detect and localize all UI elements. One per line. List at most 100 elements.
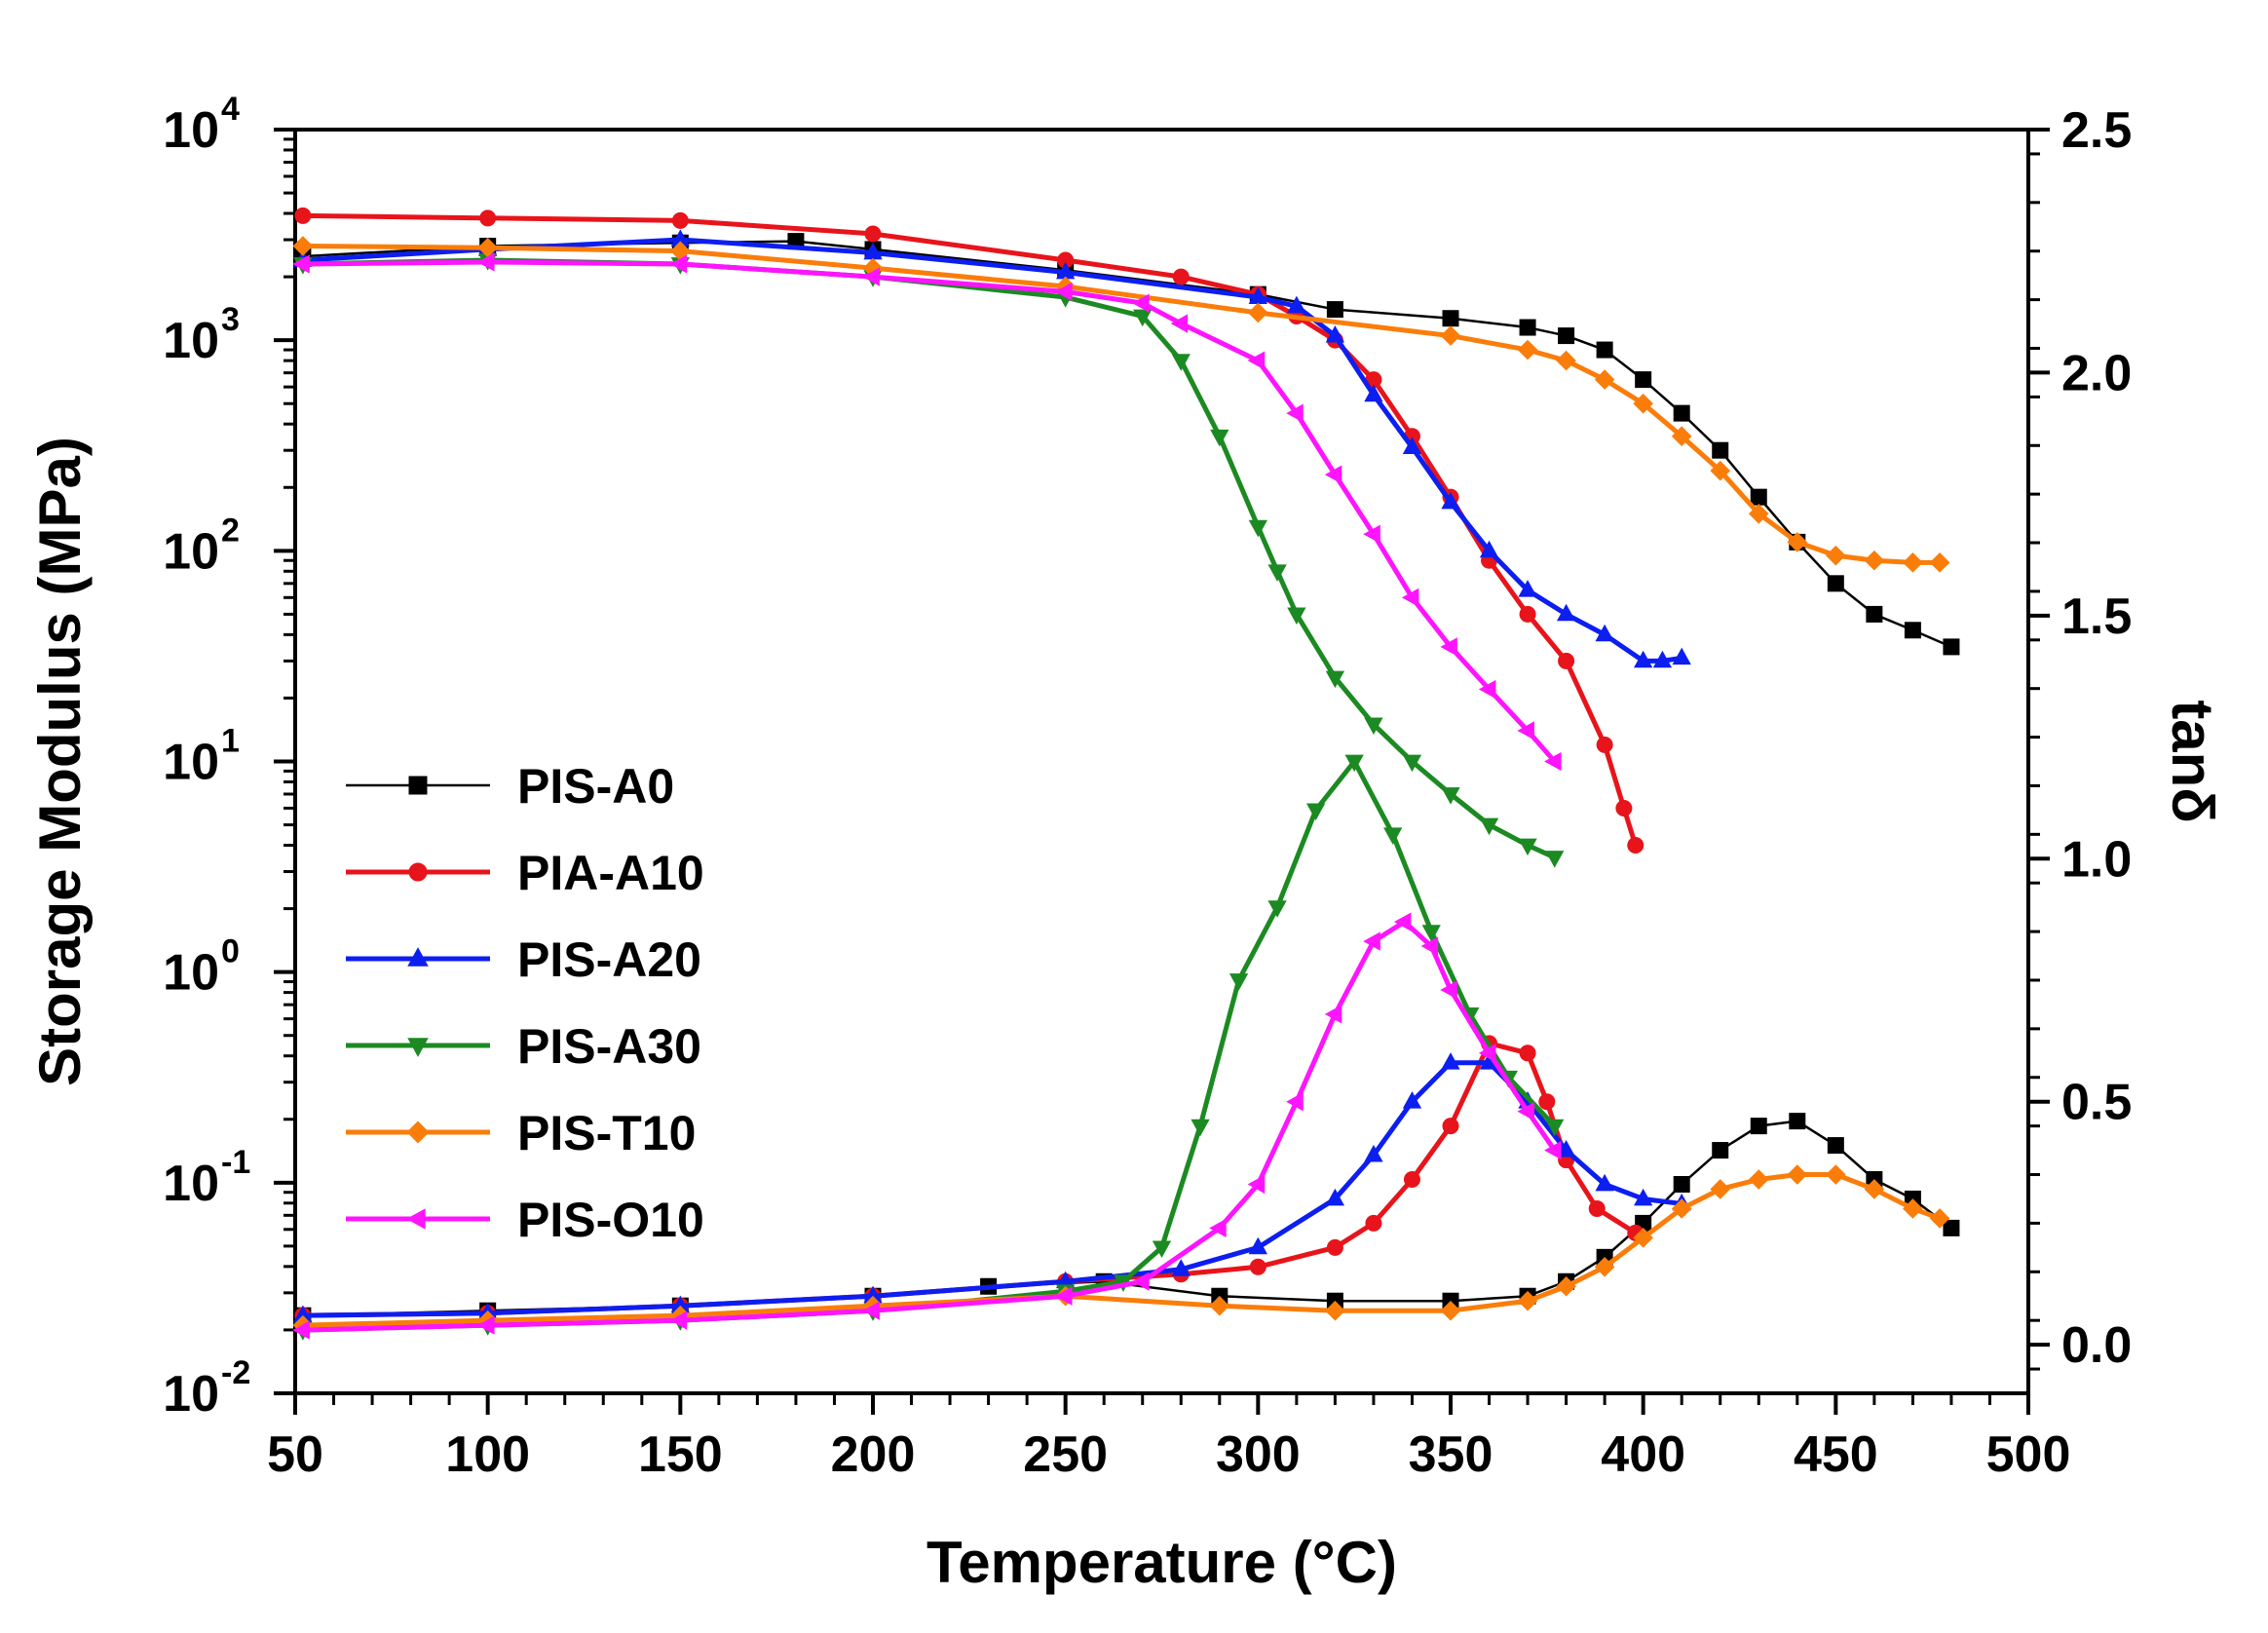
data-point	[1544, 1140, 1562, 1160]
y-tick-label: 10 -1	[163, 1144, 250, 1212]
data-point	[862, 1301, 880, 1320]
data-point	[1479, 540, 1499, 558]
data-point	[1712, 1142, 1729, 1159]
x-tick-label: 200	[831, 1426, 916, 1483]
data-point	[1789, 1113, 1806, 1130]
data-point	[1615, 799, 1633, 816]
data-point	[1055, 282, 1073, 301]
data-point	[1787, 532, 1808, 552]
series-layer	[292, 207, 1960, 1341]
legend-item: PIS-A30	[346, 1019, 701, 1074]
data-point	[1363, 931, 1380, 951]
data-point	[1519, 319, 1536, 336]
data-point	[1440, 1300, 1461, 1321]
data-point	[1478, 679, 1496, 700]
data-point	[1440, 325, 1461, 346]
data-point	[479, 209, 497, 227]
data-point	[1556, 1275, 1576, 1297]
series-line-tan-delta	[302, 759, 1557, 1333]
y-tick-base: 10	[163, 1156, 219, 1212]
legend-swatch-marker	[407, 1038, 429, 1057]
series-line-tan-delta	[302, 1041, 1638, 1318]
data-point	[1402, 754, 1422, 773]
y-tick-label: 10 4	[163, 91, 240, 159]
data-point	[1442, 1118, 1459, 1135]
y2-tick-label: 2.0	[2061, 345, 2132, 401]
data-point	[1326, 1238, 1343, 1256]
data-point	[1287, 295, 1306, 314]
data-point	[1827, 1137, 1844, 1155]
data-point	[1517, 1102, 1534, 1121]
legend: PIS-A0 PIA-A10 PIS-A20 PIS-A30 PIS-T10 PIS-O1…	[346, 759, 704, 1247]
legend-swatch-marker	[408, 776, 428, 795]
data-point	[1673, 1175, 1690, 1193]
legend-label: PIS-A30	[517, 1019, 701, 1074]
data-point	[1365, 1214, 1382, 1232]
data-point	[1943, 638, 1960, 656]
data-point	[1558, 652, 1575, 669]
data-point	[292, 1320, 310, 1340]
data-point	[1228, 973, 1249, 991]
x-tick-label: 250	[1023, 1426, 1108, 1483]
y-tick-base: 10	[163, 523, 219, 580]
data-point	[1393, 912, 1412, 931]
data-point	[1519, 605, 1536, 623]
data-point	[1248, 302, 1268, 323]
data-point	[1594, 1256, 1615, 1277]
legend-item: PIS-T10	[346, 1106, 696, 1160]
y-tick-label: 10 2	[163, 512, 240, 580]
data-point	[1826, 545, 1846, 566]
x-tick-label: 350	[1409, 1426, 1493, 1483]
data-point	[292, 254, 310, 274]
y-tick-base: 10	[163, 313, 219, 369]
y-tick-label: 10 3	[163, 301, 240, 369]
data-point	[1750, 488, 1767, 506]
data-point	[1864, 550, 1885, 571]
data-point	[1518, 580, 1537, 597]
y-tick-label: 10 1	[163, 723, 240, 791]
data-point	[1545, 1119, 1565, 1137]
data-point	[1517, 339, 1538, 361]
legend-item: PIS-O10	[346, 1193, 704, 1247]
data-point	[1191, 1119, 1210, 1137]
x-tick-label: 300	[1216, 1426, 1301, 1483]
legend-swatch-marker	[406, 1208, 426, 1230]
series-line-modulus	[302, 212, 1639, 847]
data-point	[1210, 429, 1229, 447]
data-point	[1133, 309, 1153, 327]
legend-label: PIS-A0	[517, 759, 674, 814]
data-point	[1556, 1139, 1576, 1158]
data-point	[1633, 1228, 1653, 1248]
legend-item: PIA-A10	[346, 846, 704, 900]
data-point	[1364, 384, 1383, 402]
y-tick-base: 10	[163, 735, 219, 791]
data-point	[1152, 1240, 1172, 1258]
data-point	[1712, 441, 1729, 459]
legend-swatch-marker	[406, 1120, 430, 1144]
data-point	[1247, 1174, 1266, 1195]
y-tick-exponent: 0	[221, 933, 240, 970]
y-tick-base: 10	[163, 1366, 219, 1423]
data-point	[1441, 1052, 1460, 1070]
data-point	[1364, 1144, 1383, 1162]
data-point	[1943, 1219, 1960, 1236]
data-point	[1827, 575, 1844, 592]
data-point	[1402, 1091, 1422, 1109]
legend-label: PIS-O10	[517, 1193, 704, 1247]
data-point	[1748, 1169, 1769, 1190]
data-point	[1929, 1208, 1950, 1229]
data-point	[1627, 837, 1644, 854]
data-point	[1710, 460, 1731, 481]
y2-tick-label: 0.0	[2061, 1317, 2132, 1374]
series-pis-t10	[292, 236, 1950, 1336]
data-point	[1558, 327, 1575, 345]
data-point	[1325, 1300, 1345, 1321]
data-point	[1478, 1044, 1496, 1063]
y2-tick-label: 2.5	[2061, 102, 2132, 159]
data-point	[1287, 607, 1306, 626]
data-point	[1596, 341, 1613, 359]
series-line-modulus	[302, 257, 1556, 860]
y-tick-exponent: 1	[221, 723, 240, 760]
data-point	[1672, 647, 1691, 665]
